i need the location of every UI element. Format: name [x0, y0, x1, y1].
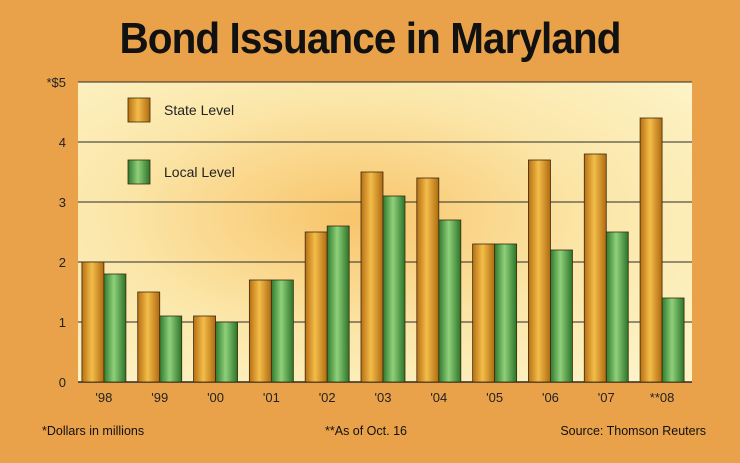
bar-local-level	[103, 273, 127, 383]
x-tick-label: '06	[542, 390, 559, 405]
x-tick-label: '04	[430, 390, 447, 405]
bar-state-level	[583, 153, 607, 383]
x-tick-label: '03	[375, 390, 392, 405]
legend: State Level Local Level	[127, 97, 235, 185]
x-tick-label: '00	[207, 390, 224, 405]
bar-local-level	[438, 219, 462, 383]
bar-state-level	[248, 279, 272, 383]
bar-local-level	[270, 279, 294, 383]
y-tick-label: *$5	[46, 75, 66, 90]
x-tick-label: **08	[650, 390, 675, 405]
y-tick-label: 3	[59, 195, 66, 210]
legend-swatch-local	[127, 159, 151, 185]
footnote-as-of: **As of Oct. 16	[325, 424, 407, 438]
y-tick-label: 2	[59, 255, 66, 270]
bars	[81, 117, 685, 383]
bar-local-level	[215, 321, 238, 383]
legend-label-local: Local Level	[164, 164, 235, 180]
bar-local-level	[494, 243, 518, 383]
footnote-units: *Dollars in millions	[42, 424, 145, 438]
bar-state-level	[193, 315, 216, 383]
x-tick-label: '99	[151, 390, 168, 405]
bar-state-level	[304, 231, 328, 383]
footnote-source: Source: Thomson Reuters	[560, 424, 706, 438]
bar-state-level	[528, 159, 551, 383]
legend-swatch-state	[127, 97, 151, 123]
x-tick-label: '05	[486, 390, 503, 405]
y-tick-label: 1	[59, 315, 66, 330]
bar-local-level	[159, 315, 183, 383]
bar-state-level	[81, 261, 105, 383]
x-tick-label: '01	[263, 390, 280, 405]
bar-local-level	[550, 249, 573, 383]
chart-title: Bond Issuance in Maryland	[119, 14, 621, 63]
bar-state-level	[472, 243, 496, 383]
y-axis-ticks: 0 1 2 3 4 *$5	[46, 75, 66, 390]
x-tick-label: '98	[95, 390, 112, 405]
x-tick-label: '07	[598, 390, 615, 405]
x-axis-ticks: '98 '99 '00 '01 '02 '03 '04 '05 '06 '07 **08	[95, 390, 674, 405]
bar-local-level	[661, 297, 685, 383]
bar-state-level	[137, 291, 161, 383]
y-tick-label: 0	[59, 375, 66, 390]
bar-state-level	[639, 117, 663, 383]
bar-state-level	[360, 171, 384, 383]
bar-local-level	[382, 195, 406, 383]
y-tick-label: 4	[59, 135, 66, 150]
bar-local-level	[605, 231, 629, 383]
bar-state-level	[416, 177, 440, 383]
bar-local-level	[326, 225, 350, 383]
x-tick-label: '02	[319, 390, 336, 405]
legend-label-state: State Level	[164, 102, 234, 118]
